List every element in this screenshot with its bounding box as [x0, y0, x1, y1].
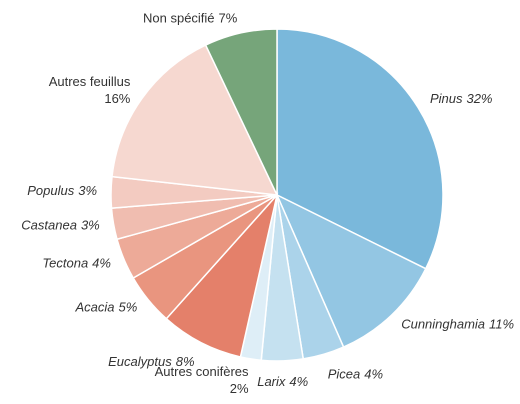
- slice-value-label: 3%: [78, 184, 97, 199]
- slice-label: Castanea: [21, 218, 77, 233]
- pie-slice: [275, 193, 427, 349]
- slice-label-group: Non spécifié 7%: [143, 11, 238, 26]
- slice-value-label: 3%: [81, 218, 100, 233]
- slice-label: Populus: [27, 184, 74, 199]
- pie-slice: [204, 28, 278, 196]
- slice-label-group: Cunninghamia 11%: [401, 317, 514, 332]
- slice-label: Autres conifères: [155, 364, 249, 379]
- slice-label-group: Castanea 3%: [21, 218, 99, 233]
- slice-label: Autres feuillus: [49, 74, 131, 89]
- slice-label-group: Tectona 4%: [42, 256, 111, 271]
- slice-value-label: 4%: [92, 256, 111, 271]
- slice-label: Eucalyptus: [108, 354, 172, 369]
- slice-value-label: 11%: [489, 317, 514, 332]
- slice-label-group: Pinus 32%: [430, 92, 493, 107]
- slice-label-group: Larix 4%: [257, 374, 308, 389]
- slice-label: Cunninghamia: [401, 317, 485, 332]
- slice-label: Picea: [328, 367, 361, 382]
- slice-label: Non spécifié: [143, 11, 215, 26]
- slice-value-label: 2%: [230, 381, 249, 396]
- pie-slice: [276, 28, 444, 270]
- slice-label-group: Acacia 5%: [74, 300, 137, 315]
- slice-label-group: Picea 4%: [328, 367, 383, 382]
- slice-label-group: Eucalyptus 8%: [108, 354, 194, 369]
- slice-label: Acacia: [74, 300, 114, 315]
- slice-label-group: Populus 3%: [27, 184, 97, 199]
- slice-label: Larix: [257, 374, 286, 389]
- slice-label: Tectona: [42, 256, 88, 271]
- pie-slice: [111, 44, 279, 196]
- slice-label: Pinus: [430, 92, 463, 107]
- slice-value-label: 32%: [466, 92, 492, 107]
- slice-value-label: 4%: [364, 367, 383, 382]
- slice-value-label: 16%: [104, 91, 130, 106]
- slice-value-label: 8%: [176, 354, 195, 369]
- slice-value-label: 7%: [219, 11, 238, 26]
- slice-value-label: 5%: [118, 300, 137, 315]
- slice-value-label: 4%: [289, 374, 308, 389]
